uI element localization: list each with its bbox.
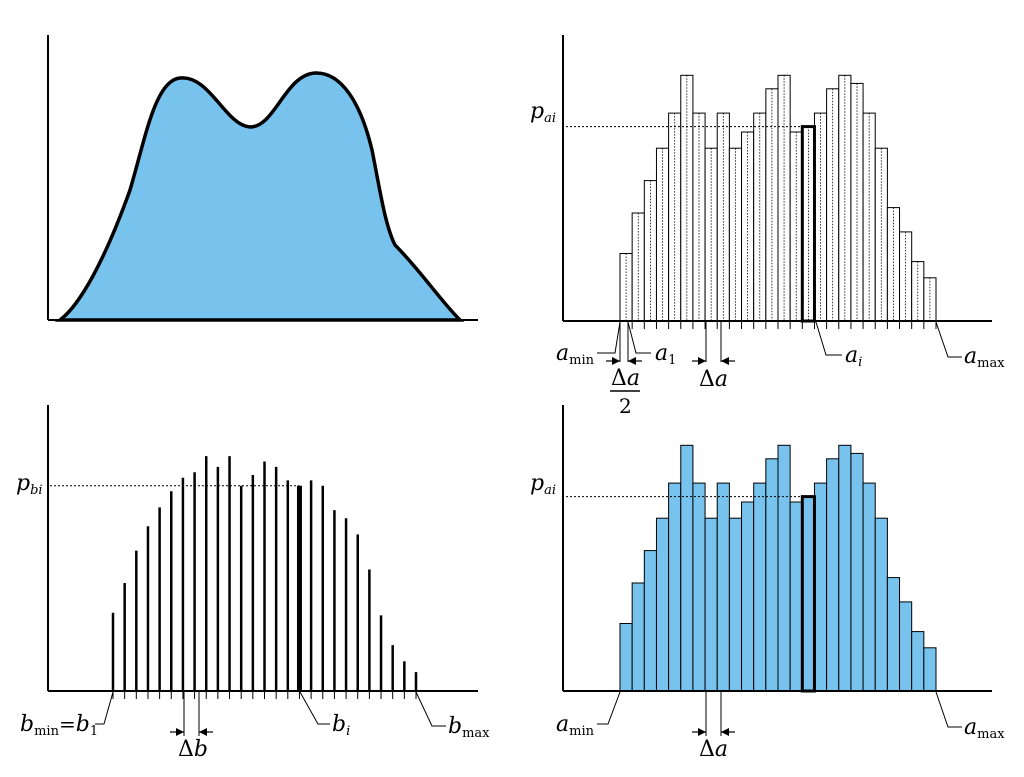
histogram-bar (862, 482, 876, 692)
label-bmin-eq-b1: bmin=b1 (20, 712, 98, 739)
histogram-bar (874, 517, 888, 692)
histogram-bar (704, 517, 718, 692)
histogram-bar (753, 482, 767, 692)
histogram-bar (838, 444, 852, 692)
histogram-bar (765, 458, 779, 692)
histogram-bar (911, 631, 925, 692)
label-a-max: amax (964, 715, 1005, 742)
svg-text:2: 2 (619, 394, 632, 418)
histogram-bar (826, 458, 840, 692)
histogram-bar (850, 452, 864, 692)
label-p-bi: pbi (16, 471, 43, 498)
label-a-min: amin (556, 341, 595, 368)
label-a-i: ai (845, 343, 862, 370)
histogram-bar (826, 88, 840, 322)
amin-leader (597, 691, 621, 725)
histogram-bar (777, 444, 791, 692)
bi-leader (299, 691, 330, 725)
label-p-ai: pai (530, 471, 556, 498)
amax-leader (935, 321, 962, 358)
panel-filled-histogram: pai amin amax Δa (530, 405, 1005, 762)
histogram-bar (899, 601, 913, 692)
histogram-bar (655, 517, 670, 692)
label-a-max: amax (964, 344, 1005, 371)
amin-leader (597, 321, 621, 354)
svg-text:Δa: Δa (699, 367, 728, 392)
histogram-bar (655, 147, 670, 322)
histogram-bar (923, 647, 937, 692)
histogram-bar (874, 147, 888, 322)
x-axis-ticks (619, 321, 937, 329)
amax-leader (935, 691, 962, 728)
histogram-bar (728, 147, 743, 322)
half-delta-a-marker: Δa 2 (606, 322, 642, 418)
svg-text:Δa: Δa (611, 366, 640, 391)
panel-stick-distribution: pbi bmin=b1 bi bmax Δb (16, 405, 490, 762)
label-b-max: bmax (448, 714, 490, 741)
delta-a-marker: Δa (692, 692, 735, 762)
histogram-bar (680, 444, 694, 692)
delta-a-marker: Δa (692, 322, 735, 392)
histogram-bar (728, 517, 743, 692)
histogram-bars (619, 444, 937, 692)
histogram-bar (741, 501, 755, 692)
histogram-bar (704, 147, 718, 322)
label-p-ai: pai (530, 99, 556, 126)
histogram-bar (692, 482, 706, 692)
histogram-bar (643, 550, 657, 692)
histogram-bar (668, 482, 682, 692)
histogram-bar (813, 482, 828, 692)
label-a-1: a1 (655, 341, 676, 368)
histogram-bar (631, 582, 645, 692)
histogram-bar (911, 261, 925, 322)
label-b-i: bi (332, 712, 350, 739)
histogram-bars (619, 74, 937, 322)
ai-leader (815, 321, 842, 356)
histogram-bar (765, 88, 779, 322)
label-a-min: amin (556, 712, 595, 739)
svg-text:Δb: Δb (178, 737, 208, 762)
density-curve (54, 71, 465, 322)
histogram-bar (619, 623, 633, 692)
delta-b-marker: Δb (170, 692, 213, 762)
bmin-leader (95, 691, 114, 725)
panel-outlined-histogram: pai amin a1 ai amax Δa 2 (530, 35, 1005, 418)
histogram-bar (801, 496, 815, 692)
panel-continuous-distribution (47, 35, 478, 322)
x-axis-ticks (112, 691, 417, 699)
histogram-bar (789, 501, 803, 692)
svg-text:Δa: Δa (699, 737, 728, 762)
stick-bars (111, 456, 418, 691)
bmax-leader (415, 691, 446, 727)
histogram-bar (886, 577, 901, 692)
a1-leader (627, 321, 651, 354)
histogram-bar (716, 482, 730, 692)
